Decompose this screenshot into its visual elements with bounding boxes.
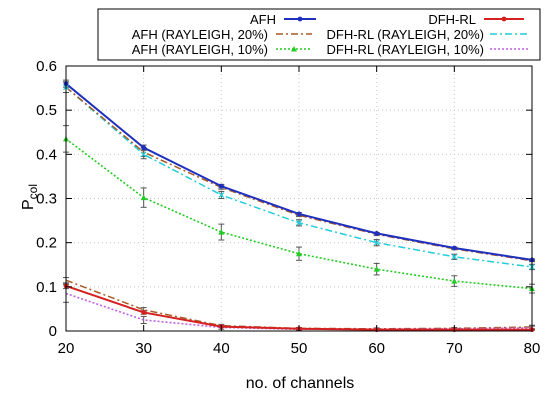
y-tick-label: 0 (49, 323, 57, 340)
axis-ticks: 0 0.1 0.2 0.3 0.4 0.5 0.6 20 30 40 50 60 70 80 (36, 58, 540, 357)
legend-marker-dfh-rl (501, 16, 507, 22)
data-point (451, 278, 458, 284)
data-point (141, 145, 147, 151)
x-tick-label: 80 (524, 340, 541, 357)
legend-label-dfh-rl-rayleigh-10: DFH-RL (RAYLEIGH, 10%) (327, 42, 484, 57)
data-point (451, 253, 458, 260)
series-line (65, 86, 533, 262)
legend-label-afh: AFH (250, 12, 276, 27)
y-axis-title: Pcol (20, 184, 40, 210)
data-point (141, 310, 147, 315)
legend-box (97, 8, 541, 61)
legend-label-afh-rayleigh-20: AFH (RAYLEIGH, 20%) (132, 27, 268, 42)
data-point (451, 245, 457, 251)
data-point (218, 229, 225, 235)
y-tick-label: 0.5 (36, 102, 57, 119)
y-axis-title-main: P (20, 199, 37, 210)
data-point (140, 194, 147, 201)
legend: AFH DFH-RL AFH (RAYLEIGH, 20%) DFH-RL (R… (97, 8, 541, 61)
x-tick-label: 20 (58, 340, 75, 357)
x-tick-label: 40 (213, 340, 230, 357)
data-point (140, 151, 147, 158)
x-tick-label: 30 (135, 340, 152, 357)
legend-marker-afh-rayleigh-10 (291, 46, 297, 52)
y-axis-title-subscript: col (26, 184, 40, 199)
legend-label-dfh-rl-rayleigh-20: DFH-RL (RAYLEIGH, 20%) (327, 27, 484, 42)
data-point (218, 183, 224, 189)
legend-label-afh-rayleigh-10: AFH (RAYLEIGH, 10%) (132, 42, 268, 57)
legend-label-dfh-rl: DFH-RL (428, 12, 476, 27)
y-tick-label: 0.2 (36, 235, 57, 252)
x-tick-label: 50 (291, 340, 308, 357)
y-tick-label: 0.1 (36, 279, 57, 296)
x-tick-label: 60 (368, 340, 385, 357)
y-tick-label: 0.4 (36, 146, 57, 163)
y-tick-label: 0.6 (36, 58, 57, 75)
data-point (373, 266, 380, 272)
data-point (218, 192, 225, 198)
data-point (296, 219, 302, 226)
x-axis-title: no. of channels (246, 375, 355, 392)
data-point (374, 230, 380, 236)
data-point (296, 211, 302, 217)
data-point (373, 239, 380, 246)
data-point (296, 250, 302, 257)
x-tick-label: 70 (446, 340, 463, 357)
legend-marker-afh (297, 16, 303, 22)
y-tick-label: 0.3 (36, 191, 57, 208)
